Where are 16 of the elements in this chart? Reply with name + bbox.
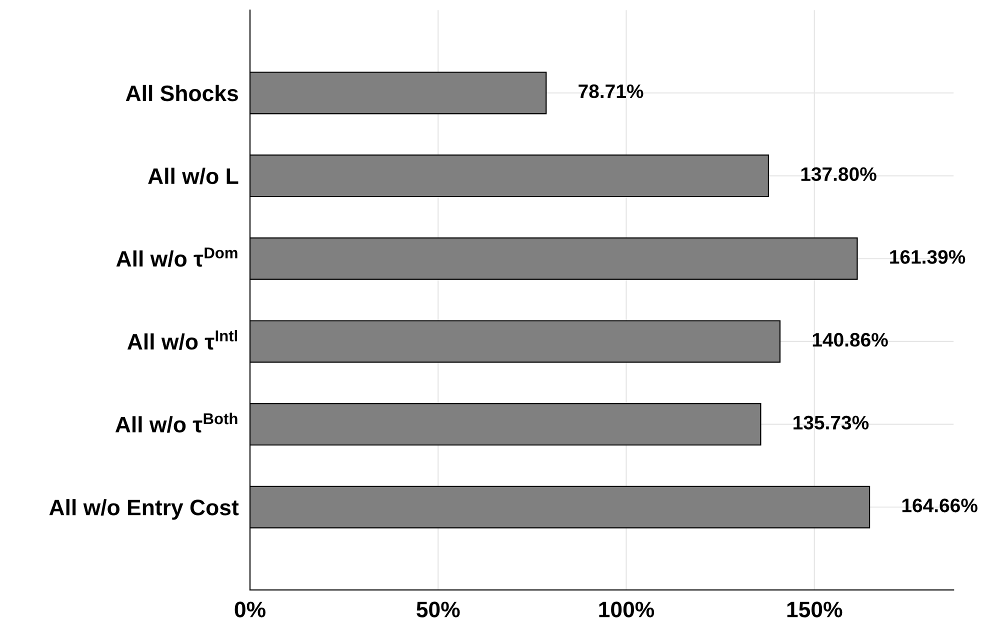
x-tick-label: 50% bbox=[416, 602, 460, 618]
y-tick-label: All w/o τ$^{Both}$ bbox=[115, 412, 238, 433]
y-tick-label: All w/o Entry Cost bbox=[49, 499, 239, 520]
data-label: 164.66% bbox=[902, 498, 978, 512]
data-label: 161.39% bbox=[890, 250, 966, 264]
data-label: 137.80% bbox=[801, 167, 876, 182]
x-tick-label: 150% bbox=[787, 602, 842, 618]
x-tick-label: 0% bbox=[234, 602, 266, 618]
y-tick-label: All Shocks bbox=[126, 84, 238, 102]
data-label: 135.73% bbox=[794, 416, 869, 430]
data-label: 78.71% bbox=[578, 84, 644, 98]
y-tick-label: All w/o L bbox=[148, 168, 238, 184]
x-tick-label: 100% bbox=[599, 602, 654, 618]
y-tick-label: All w/o τ$^{Dom}$ bbox=[116, 248, 238, 267]
y-tick-label: All w/o τ$^{Intl}$ bbox=[127, 330, 238, 350]
data-label: 140.86% bbox=[812, 332, 888, 347]
